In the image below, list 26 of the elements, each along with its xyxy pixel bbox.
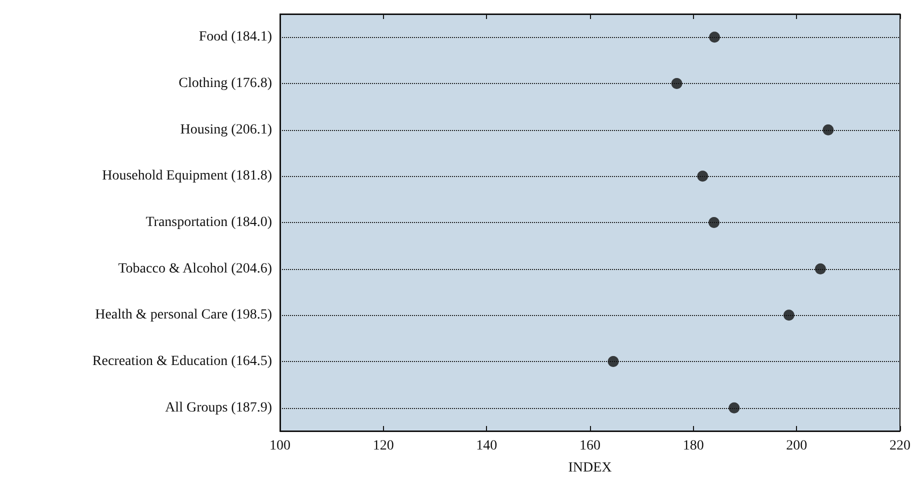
y-tick-label: Food (184.1) [198,30,272,45]
x-tick-label: 220 [890,438,910,454]
y-tick-label: Household Equipment (181.8) [102,168,272,184]
y-tick-label: Housing (206.1) [180,122,272,138]
x-axis-title: INDEX [568,460,612,476]
point [783,310,794,321]
y-tick-label: Clothing (176.8) [178,76,272,91]
y-tick-label: Transportation (184.0) [146,215,272,230]
point [697,170,708,182]
x-tick-label: 120 [372,438,394,454]
point [728,402,740,414]
y-tick-label: Recreation & Education (164.5) [92,354,272,369]
x-tick-label: 180 [682,438,704,454]
x-tick-label: 140 [476,438,498,454]
x-tick-label: 100 [270,438,290,454]
point [814,263,826,274]
y-tick-label: All Groups (187.9) [165,400,272,416]
point [709,32,720,43]
point [608,356,619,367]
y-tick-label: Health & personal Care (198.5) [95,308,272,323]
point [708,217,720,228]
x-tick-label: 200 [786,438,808,454]
point [822,124,834,136]
y-tick-label: Tobacco & Alcohol (204.6) [118,261,272,276]
point [671,78,682,89]
x-tick-label: 160 [580,438,600,454]
